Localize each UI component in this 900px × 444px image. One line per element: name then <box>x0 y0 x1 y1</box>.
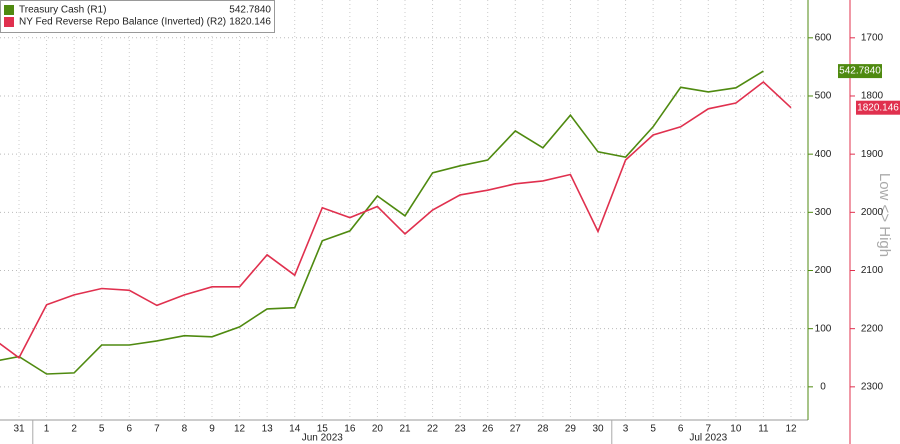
x-tick-label: 15 <box>317 424 329 435</box>
y-tick-label: 400 <box>815 149 832 160</box>
x-tick-label: 10 <box>730 424 742 435</box>
x-tick-label: 5 <box>650 424 656 435</box>
x-tick-label: 21 <box>399 424 411 435</box>
x-group-label: Jun 2023 <box>302 433 344 444</box>
y2-tick-label: 1800 <box>861 91 884 102</box>
x-tick-label: 5 <box>99 424 105 435</box>
legend-swatch <box>4 5 14 15</box>
legend-value: 1820.146 <box>229 17 271 28</box>
last-value-tag <box>838 64 882 79</box>
x-tick-label: 11 <box>758 424 769 435</box>
x-tick-label: 14 <box>289 424 301 435</box>
y-tick-label: 600 <box>815 32 832 43</box>
y2-tick-label: 2000 <box>861 207 884 218</box>
x-tick-label: 20 <box>372 424 384 435</box>
x-tick-label: 7 <box>154 424 160 435</box>
x-tick-label: 26 <box>482 424 494 435</box>
y2-tick-label: 1900 <box>861 149 884 160</box>
x-tick-label: 12 <box>785 424 797 435</box>
y-tick-label: 300 <box>815 207 832 218</box>
y2-tick-label: 2100 <box>861 265 884 276</box>
annotation: Low <> High <box>876 173 893 257</box>
legend <box>0 0 275 33</box>
y-tick-label: 100 <box>815 323 832 334</box>
y2-tick-label: 1700 <box>861 32 884 43</box>
y-tick-label: 0 <box>820 381 826 392</box>
x-tick-label: 8 <box>182 424 188 435</box>
legend-label: Treasury Cash (R1) <box>19 5 106 16</box>
x-tick-label: 6 <box>678 424 684 435</box>
plot-area <box>0 70 792 375</box>
last-value-tag <box>856 100 900 115</box>
legend-label: NY Fed Reverse Repo Balance (Inverted) (… <box>19 17 226 28</box>
x-tick-label: 22 <box>427 424 439 435</box>
x-tick-label: 30 <box>592 424 604 435</box>
series-line <box>0 80 792 359</box>
x-tick-label: 13 <box>262 424 274 435</box>
x-group-label: Jul 2023 <box>689 433 727 444</box>
x-tick-label: 16 <box>344 424 356 435</box>
x-tick-label: 27 <box>510 424 522 435</box>
x-tick-label: 29 <box>565 424 577 435</box>
grid <box>0 0 808 420</box>
legend-value: 542.7840 <box>229 5 271 16</box>
y2-tick-label: 2300 <box>861 381 884 392</box>
x-tick-label: 1 <box>44 424 50 435</box>
x-tick-label: 9 <box>209 424 215 435</box>
last-value-label: 542.7840 <box>839 66 881 77</box>
x-tick-label: 7 <box>706 424 712 435</box>
y-tick-label: 500 <box>815 91 832 102</box>
legend-swatch <box>4 17 14 27</box>
y-tick-label: 200 <box>815 265 832 276</box>
last-value-label: 1820.146 <box>857 102 899 113</box>
x-tick-label: 6 <box>127 424 133 435</box>
series-line <box>0 70 764 375</box>
x-tick-label: 31 <box>13 424 25 435</box>
x-tick-label: 23 <box>455 424 467 435</box>
x-tick-label: 2 <box>71 424 77 435</box>
x-tick-label: 28 <box>537 424 549 435</box>
x-tick-label: 12 <box>234 424 246 435</box>
y2-tick-label: 2200 <box>861 323 884 334</box>
x-tick-label: 3 <box>623 424 629 435</box>
